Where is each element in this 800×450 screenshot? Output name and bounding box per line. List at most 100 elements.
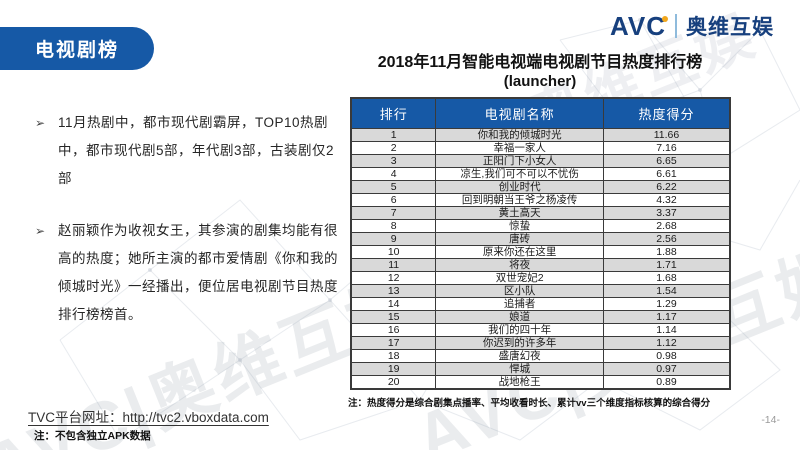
table-row: 13 区小队 1.54 xyxy=(350,283,731,298)
drama-name-cell: 追捕者 xyxy=(435,296,604,311)
rank-cell: 12 xyxy=(350,270,437,285)
rank-cell: 8 xyxy=(350,218,437,233)
rank-cell: 5 xyxy=(350,179,437,194)
tvc-platform-link[interactable]: TVC平台网址：http://tvc2.vboxdata.com xyxy=(28,410,269,425)
section-tab-label: 电视剧榜 xyxy=(34,40,119,61)
drama-name-cell: 创业时代 xyxy=(435,179,604,194)
score-cell: 3.37 xyxy=(602,205,731,220)
score-cell: 4.32 xyxy=(602,192,731,207)
table-row: 19 悍城 0.97 xyxy=(350,361,731,376)
table-header-row: 排行 电视剧名称 热度得分 xyxy=(350,97,731,129)
apk-exclusion-note: 注：不包含独立APK数据 xyxy=(34,430,151,442)
rank-cell: 13 xyxy=(350,283,437,298)
score-cell: 1.68 xyxy=(602,270,731,285)
table-row: 10 原来你还在这里 1.88 xyxy=(350,244,731,259)
score-cell: 1.71 xyxy=(602,257,731,272)
insight-item: ➢ 11月热剧中，都市现代剧霸屏，TOP10热剧中，都市现代剧5部，年代剧3部，古… xyxy=(35,109,340,193)
drama-name-cell: 双世宠妃2 xyxy=(435,270,604,285)
rank-cell: 9 xyxy=(350,231,437,246)
table-row: 7 黄土高天 3.37 xyxy=(350,205,731,220)
rank-cell: 10 xyxy=(350,244,437,259)
rank-cell: 17 xyxy=(350,335,437,350)
rank-cell: 19 xyxy=(350,361,437,376)
avc-brand-name: 奥维互娱 xyxy=(686,16,774,39)
drama-name-cell: 将夜 xyxy=(435,257,604,272)
table-row: 4 凉生,我们可不可以不忧伤 6.61 xyxy=(350,166,731,181)
score-cell: 7.16 xyxy=(602,140,731,155)
rank-cell: 3 xyxy=(350,153,437,168)
ranking-title-line2: (launcher) xyxy=(503,73,577,90)
drama-name-cell: 悍城 xyxy=(435,361,604,376)
score-cell: 1.88 xyxy=(602,244,731,259)
table-row: 2 幸福一家人 7.16 xyxy=(350,140,731,155)
table-row: 12 双世宠妃2 1.68 xyxy=(350,270,731,285)
score-cell: 0.98 xyxy=(602,348,731,363)
score-method-note: 注：热度得分是综合剧集点播率、平均收看时长、累计vv三个维度指标核算的综合得分 xyxy=(348,398,711,409)
score-cell: 6.65 xyxy=(602,153,731,168)
bullet-arrow-icon: ➢ xyxy=(35,224,46,238)
score-cell: 1.17 xyxy=(602,309,731,324)
table-row: 8 惊蛰 2.68 xyxy=(350,218,731,233)
table-row: 9 唐砖 2.56 xyxy=(350,231,731,246)
insight-list: ➢ 11月热剧中，都市现代剧霸屏，TOP10热剧中，都市现代剧5部，年代剧3部，古… xyxy=(35,109,340,353)
table-row: 18 盛唐幻夜 0.98 xyxy=(350,348,731,363)
ranking-table-container: 排行 电视剧名称 热度得分 1 你和我的倾城时光 11.66 2 幸福一家人 7.16 3 正… xyxy=(350,97,731,390)
header-rank: 排行 xyxy=(350,97,437,129)
table-row: 6 回到明朝当王爷之杨凌传 4.32 xyxy=(350,192,731,207)
drama-name-cell: 我们的四十年 xyxy=(435,322,604,337)
score-cell: 0.89 xyxy=(602,374,731,389)
drama-name-cell: 回到明朝当王爷之杨凌传 xyxy=(435,192,604,207)
rank-cell: 4 xyxy=(350,166,437,181)
table-row: 14 追捕者 1.29 xyxy=(350,296,731,311)
rank-cell: 2 xyxy=(350,140,437,155)
table-row: 3 正阳门下小女人 6.65 xyxy=(350,153,731,168)
drama-name-cell: 唐砖 xyxy=(435,231,604,246)
table-row: 11 将夜 1.71 xyxy=(350,257,731,272)
insight-text: 赵丽颖作为收视女王，其参演的剧集均能有很高的热度；她所主演的都市爱情剧《你和我的… xyxy=(58,223,338,322)
page-number: -14- xyxy=(761,414,780,426)
table-row: 17 你迟到的许多年 1.12 xyxy=(350,335,731,350)
score-cell: 1.12 xyxy=(602,335,731,350)
table-row: 20 战地枪王 0.89 xyxy=(350,374,731,389)
score-cell: 1.14 xyxy=(602,322,731,337)
insight-text: 11月热剧中，都市现代剧霸屏，TOP10热剧中，都市现代剧5部，年代剧3部，古装… xyxy=(58,115,335,186)
avc-logo: AVC 奥维互娱 xyxy=(610,11,774,41)
drama-name-cell: 区小队 xyxy=(435,283,604,298)
rank-cell: 20 xyxy=(350,374,437,389)
score-cell: 2.56 xyxy=(602,231,731,246)
bullet-arrow-icon: ➢ xyxy=(35,116,46,130)
section-tab-tv-drama: 电视剧榜 xyxy=(0,27,154,70)
rank-cell: 7 xyxy=(350,205,437,220)
header-heat-score: 热度得分 xyxy=(602,97,731,129)
drama-name-cell: 黄土高天 xyxy=(435,205,604,220)
ranking-table: 排行 电视剧名称 热度得分 1 你和我的倾城时光 11.66 2 幸福一家人 7.16 3 正… xyxy=(350,97,731,390)
ranking-title: 2018年11月智能电视端电视剧节目热度排行榜 (launcher) xyxy=(350,52,730,91)
score-cell: 1.29 xyxy=(602,296,731,311)
table-row: 16 我们的四十年 1.14 xyxy=(350,322,731,337)
rank-cell: 6 xyxy=(350,192,437,207)
rank-cell: 14 xyxy=(350,296,437,311)
logo-divider xyxy=(675,14,677,38)
rank-cell: 15 xyxy=(350,309,437,324)
drama-name-cell: 你迟到的许多年 xyxy=(435,335,604,350)
score-cell: 6.61 xyxy=(602,166,731,181)
drama-name-cell: 你和我的倾城时光 xyxy=(435,127,604,142)
drama-name-cell: 原来你还在这里 xyxy=(435,244,604,259)
score-cell: 1.54 xyxy=(602,283,731,298)
header-drama-name: 电视剧名称 xyxy=(435,97,604,129)
insight-item: ➢ 赵丽颖作为收视女王，其参演的剧集均能有很高的热度；她所主演的都市爱情剧《你和我… xyxy=(35,217,340,329)
rank-cell: 16 xyxy=(350,322,437,337)
score-cell: 6.22 xyxy=(602,179,731,194)
ranking-title-line1: 2018年11月智能电视端电视剧节目热度排行榜 xyxy=(377,54,703,71)
rank-cell: 18 xyxy=(350,348,437,363)
rank-cell: 1 xyxy=(350,127,437,142)
table-row: 1 你和我的倾城时光 11.66 xyxy=(350,127,731,142)
drama-name-cell: 正阳门下小女人 xyxy=(435,153,604,168)
ranking-table-body: 1 你和我的倾城时光 11.66 2 幸福一家人 7.16 3 正阳门下小女人 6.65 4 凉生,… xyxy=(350,127,731,389)
drama-name-cell: 幸福一家人 xyxy=(435,140,604,155)
avc-logo-mark: AVC xyxy=(610,11,668,41)
score-cell: 11.66 xyxy=(602,127,731,142)
table-row: 5 创业时代 6.22 xyxy=(350,179,731,194)
rank-cell: 11 xyxy=(350,257,437,272)
